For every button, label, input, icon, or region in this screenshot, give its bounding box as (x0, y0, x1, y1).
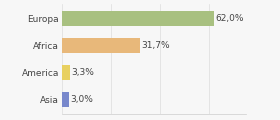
Bar (62, 65, 70, 80)
Text: 3,0%: 3,0% (70, 95, 93, 104)
Text: 62,0%: 62,0% (216, 14, 244, 23)
Bar (62, 92, 69, 107)
Text: 3,3%: 3,3% (71, 68, 94, 77)
Bar (62, 11, 214, 26)
Text: 31,7%: 31,7% (141, 41, 170, 50)
Bar (62, 38, 140, 53)
